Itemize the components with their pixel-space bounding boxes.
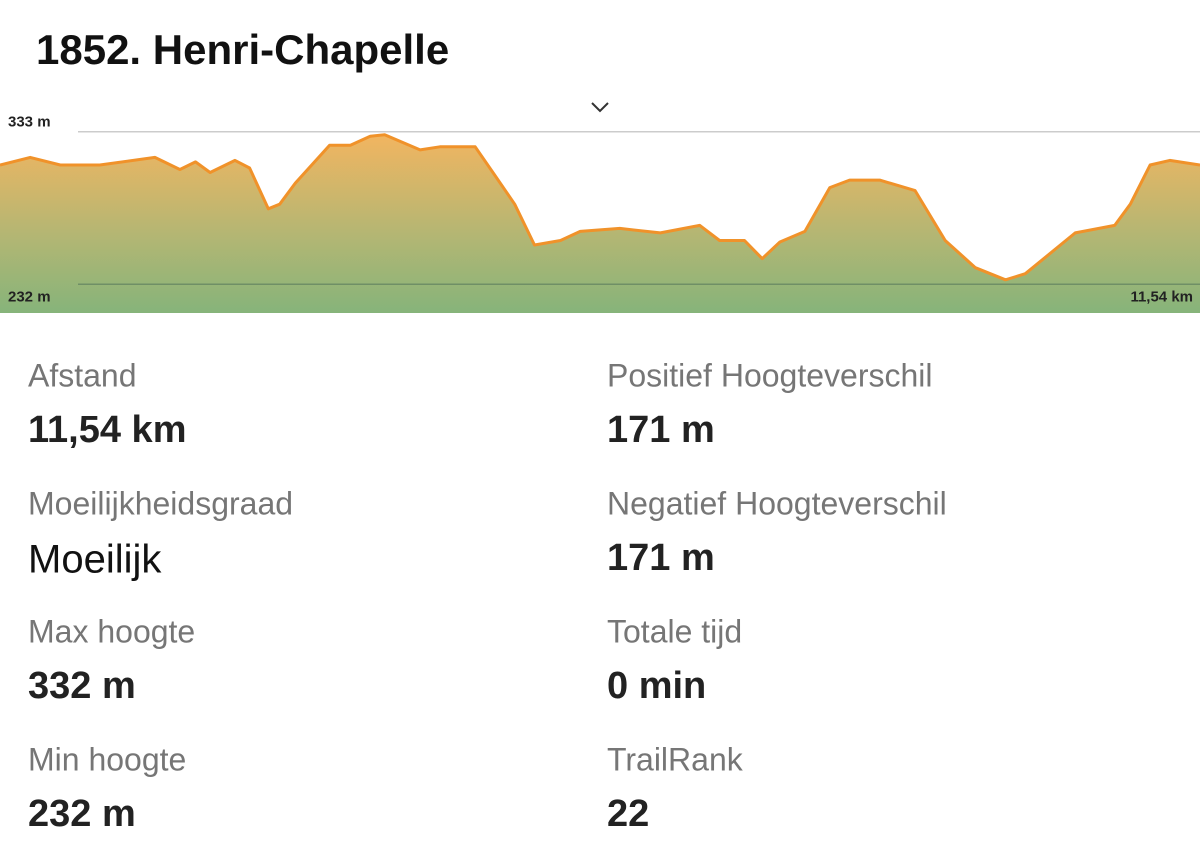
y-tick-label: 232 m (8, 288, 51, 305)
stat-label: Max hoogte (28, 613, 195, 649)
stat-value: 11,54 km (28, 409, 186, 451)
elevation-area (0, 134, 1200, 313)
stats-grid: Afstand 11,54 km Positief Hoogteverschil 17… (28, 357, 947, 835)
y-tick-label: 333 m (8, 114, 51, 131)
stat-label: Totale tijd (607, 613, 742, 649)
stat-label: Afstand (28, 357, 137, 393)
stat-value: 232 m (28, 793, 136, 835)
stat-label: Moeilijkheidsgraad (28, 485, 293, 521)
stat-label: Positief Hoogteverschil (607, 357, 932, 393)
stat-value: Moeilijk (28, 538, 162, 582)
stat-value: 332 m (28, 665, 136, 707)
elevation-line (0, 133, 1200, 282)
page-title: 1852. Henri-Chapelle (36, 26, 449, 73)
stat-value: 22 (607, 793, 649, 835)
stat-label: Negatief Hoogteverschil (607, 485, 947, 521)
stat-value: 171 m (607, 409, 715, 451)
stat-label: Min hoogte (28, 741, 186, 777)
collapse-chevron[interactable] (591, 102, 609, 113)
stat-value: 171 m (607, 537, 715, 579)
stat-label: TrailRank (607, 741, 744, 777)
x-tick-label: 11,54 km (1130, 288, 1193, 305)
elevation-chart: 333 m 232 m 11,54 km (0, 114, 1200, 313)
stat-value: 0 min (607, 665, 706, 707)
